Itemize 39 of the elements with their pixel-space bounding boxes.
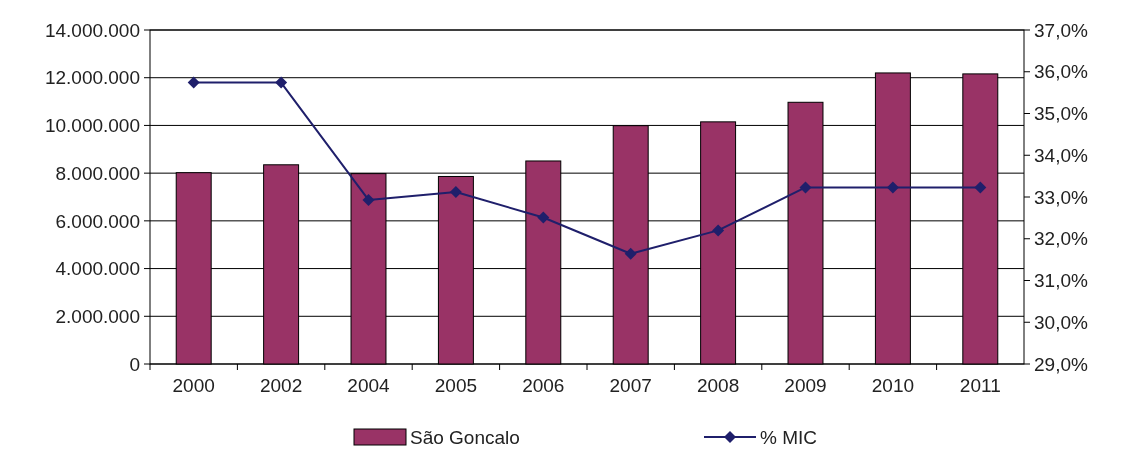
x-tick-label: 2008 [696,375,740,396]
point [449,185,462,198]
x-tick-label: 2006 [522,375,565,396]
point [974,181,987,194]
y2-tick-label: 35,0% [1034,103,1088,125]
x-tick-label: 2004 [347,375,391,396]
y-tick-label: 14.000.000 [44,19,140,41]
x-tick-label: 2009 [784,375,827,396]
point [712,224,725,237]
y-tick-label: 2.000.000 [55,305,140,327]
point [362,193,375,206]
y2-tick-label: 29,0% [1034,353,1088,375]
y-tick-label: 6.000.000 [55,210,140,232]
y2-tick-label: 33,0% [1034,186,1088,208]
x-tick-label: 2000 [172,375,215,396]
x-tick-label: 2011 [959,375,1001,396]
x-tick-label: 2005 [434,375,478,396]
point [799,181,812,194]
x-tick-label: 2010 [871,375,915,396]
x-tick-label: 2007 [609,375,652,396]
y-tick-label: 8.000.000 [55,162,140,184]
y-tick-label: 10.000.000 [44,115,140,137]
y-tick-label: 0 [129,353,140,375]
legend-label: % MIC [760,426,817,448]
y2-tick-label: 36,0% [1034,61,1088,83]
point [187,76,200,89]
point [886,181,899,194]
y2-tick-label: 34,0% [1034,144,1088,166]
y-tick-label: 4.000.000 [55,258,140,280]
y2-tick-label: 32,0% [1034,228,1088,250]
y2-tick-label: 37,0% [1034,19,1088,41]
point [275,76,288,89]
point [537,211,550,224]
legend-label: São Goncalo [410,426,520,448]
y2-tick-label: 31,0% [1034,270,1088,292]
x-tick-label: 2002 [259,375,303,396]
y2-tick-label: 30,0% [1034,311,1088,333]
y-tick-label: 12.000.000 [44,67,140,89]
point [624,247,637,260]
